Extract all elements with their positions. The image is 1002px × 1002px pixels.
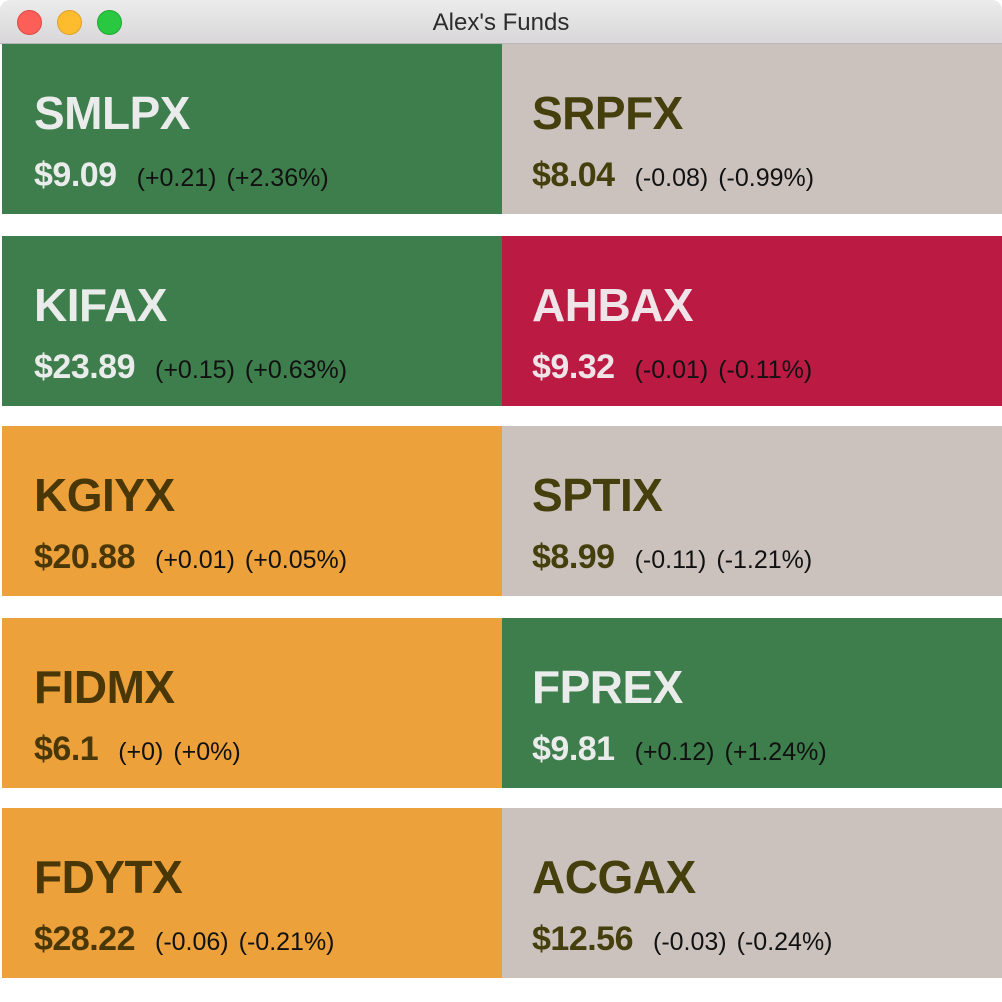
- fund-change: (+0.01): [155, 546, 235, 574]
- fund-ticker: FDYTX: [34, 851, 183, 903]
- zoom-window-button[interactable]: [97, 10, 122, 35]
- fund-change: (-0.08): [634, 164, 709, 192]
- fund-price-line: $9.81 (+0.12) (+1.24%): [532, 730, 827, 769]
- fund-ticker: KGIYX: [34, 469, 175, 521]
- fund-tile[interactable]: FDYTX $28.22 (-0.06) (-0.21%): [2, 808, 502, 978]
- close-window-button[interactable]: [17, 10, 42, 35]
- fund-change: (+0.21): [136, 164, 217, 192]
- fund-ticker: KIFAX: [34, 279, 167, 331]
- fund-price: $8.99: [532, 538, 615, 576]
- fund-tile[interactable]: KGIYX $20.88 (+0.01) (+0.05%): [2, 426, 502, 596]
- fund-price: $12.56: [532, 920, 634, 958]
- fund-change-percent: (+0.63%): [244, 356, 348, 384]
- fund-price: $9.32: [532, 348, 615, 386]
- fund-ticker: FIDMX: [34, 661, 175, 713]
- minimize-window-button[interactable]: [57, 10, 82, 35]
- fund-change-percent: (-1.21%): [716, 546, 813, 574]
- fund-price-line: $9.09 (+0.21) (+2.36%): [34, 156, 329, 195]
- fund-ticker: SMLPX: [34, 87, 190, 139]
- fund-price-line: $6.1 (+0) (+0%): [34, 730, 241, 769]
- fund-price-line: $23.89 (+0.15) (+0.63%): [34, 348, 347, 387]
- title-bar[interactable]: Alex's Funds: [0, 0, 1002, 44]
- fund-tile[interactable]: KIFAX $23.89 (+0.15) (+0.63%): [2, 236, 502, 406]
- fund-change: (+0.12): [634, 738, 715, 766]
- fund-price: $23.89: [34, 348, 136, 386]
- fund-tile[interactable]: FIDMX $6.1 (+0) (+0%): [2, 618, 502, 788]
- fund-change: (-0.11): [634, 546, 707, 574]
- fund-change: (-0.03): [653, 928, 727, 956]
- fund-price: $6.1: [34, 730, 99, 768]
- fund-price-line: $8.04 (-0.08) (-0.99%): [532, 156, 814, 195]
- fund-price: $20.88: [34, 538, 136, 576]
- fund-tile[interactable]: SPTIX $8.99 (-0.11) (-1.21%): [502, 426, 1002, 596]
- fund-tile[interactable]: FPREX $9.81 (+0.12) (+1.24%): [502, 618, 1002, 788]
- fund-price-line: $12.56 (-0.03) (-0.24%): [532, 920, 833, 959]
- fund-price-line: $20.88 (+0.01) (+0.05%): [34, 538, 347, 577]
- fund-tile[interactable]: ACGAX $12.56 (-0.03) (-0.24%): [502, 808, 1002, 978]
- fund-price-line: $9.32 (-0.01) (-0.11%): [532, 348, 812, 387]
- fund-price: $8.04: [532, 156, 615, 194]
- fund-ticker: AHBAX: [532, 279, 694, 331]
- fund-ticker: ACGAX: [532, 851, 696, 903]
- fund-ticker: SPTIX: [532, 469, 663, 521]
- fund-price-line: $28.22 (-0.06) (-0.21%): [34, 920, 335, 959]
- window-title: Alex's Funds: [432, 9, 570, 36]
- fund-tile[interactable]: SMLPX $9.09 (+0.21) (+2.36%): [2, 44, 502, 214]
- fund-ticker: FPREX: [532, 661, 683, 713]
- fund-price: $28.22: [34, 920, 136, 958]
- fund-change: (+0.15): [155, 356, 235, 384]
- fund-change-percent: (-0.99%): [718, 164, 815, 192]
- fund-change-percent: (+1.24%): [724, 738, 827, 766]
- fund-change-percent: (-0.11%): [718, 356, 813, 384]
- fund-change: (-0.01): [634, 356, 709, 384]
- fund-price-line: $8.99 (-0.11) (-1.21%): [532, 538, 812, 577]
- fund-tile[interactable]: AHBAX $9.32 (-0.01) (-0.11%): [502, 236, 1002, 406]
- fund-change-percent: (+2.36%): [226, 164, 329, 192]
- fund-change: (+0): [118, 738, 164, 766]
- fund-change-percent: (+0.05%): [244, 546, 348, 574]
- fund-change-percent: (+0%): [173, 738, 241, 766]
- fund-price: $9.81: [532, 730, 615, 768]
- fund-change-percent: (-0.24%): [736, 928, 833, 956]
- fund-price: $9.09: [34, 156, 117, 194]
- fund-tile[interactable]: SRPFX $8.04 (-0.08) (-0.99%): [502, 44, 1002, 214]
- fund-change-percent: (-0.21%): [238, 928, 335, 956]
- fund-ticker: SRPFX: [532, 87, 683, 139]
- fund-change: (-0.06): [155, 928, 229, 956]
